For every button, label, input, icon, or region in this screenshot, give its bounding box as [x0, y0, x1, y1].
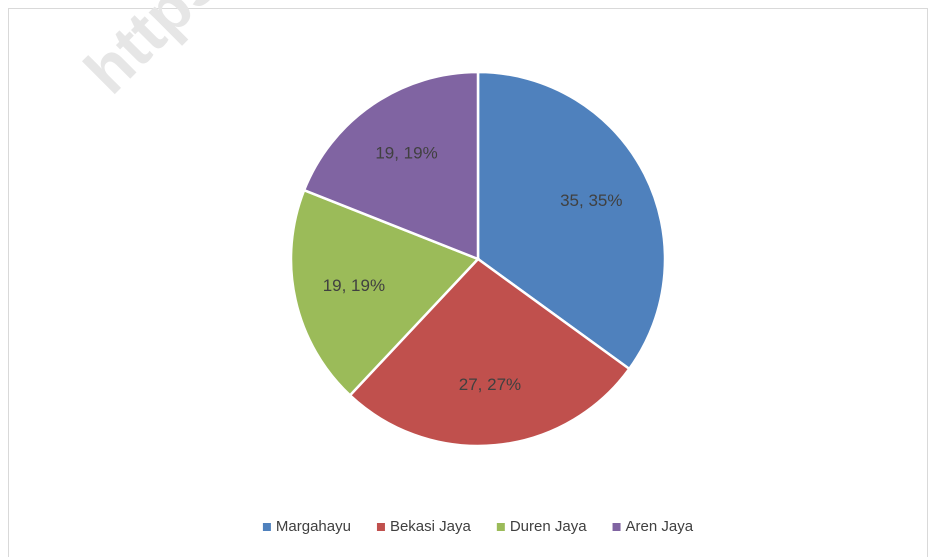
- data-label: 19, 19%: [375, 143, 437, 162]
- pie-slice: [476, 70, 667, 371]
- legend-swatch: [376, 523, 385, 531]
- legend-swatch: [612, 523, 621, 531]
- legend-label: Aren Jaya: [626, 518, 694, 535]
- data-label: 35, 35%: [560, 191, 622, 210]
- pie-slice: [302, 70, 480, 261]
- data-label: 19, 19%: [323, 276, 385, 295]
- legend-swatch: [262, 523, 271, 531]
- legend-swatch: [496, 523, 505, 531]
- legend-label: Bekasi Jaya: [390, 518, 472, 535]
- legend-label: Margahayu: [276, 518, 351, 535]
- data-label: 27, 27%: [459, 375, 521, 394]
- pie-slice: [348, 257, 632, 448]
- legend-label: Duren Jaya: [510, 518, 587, 535]
